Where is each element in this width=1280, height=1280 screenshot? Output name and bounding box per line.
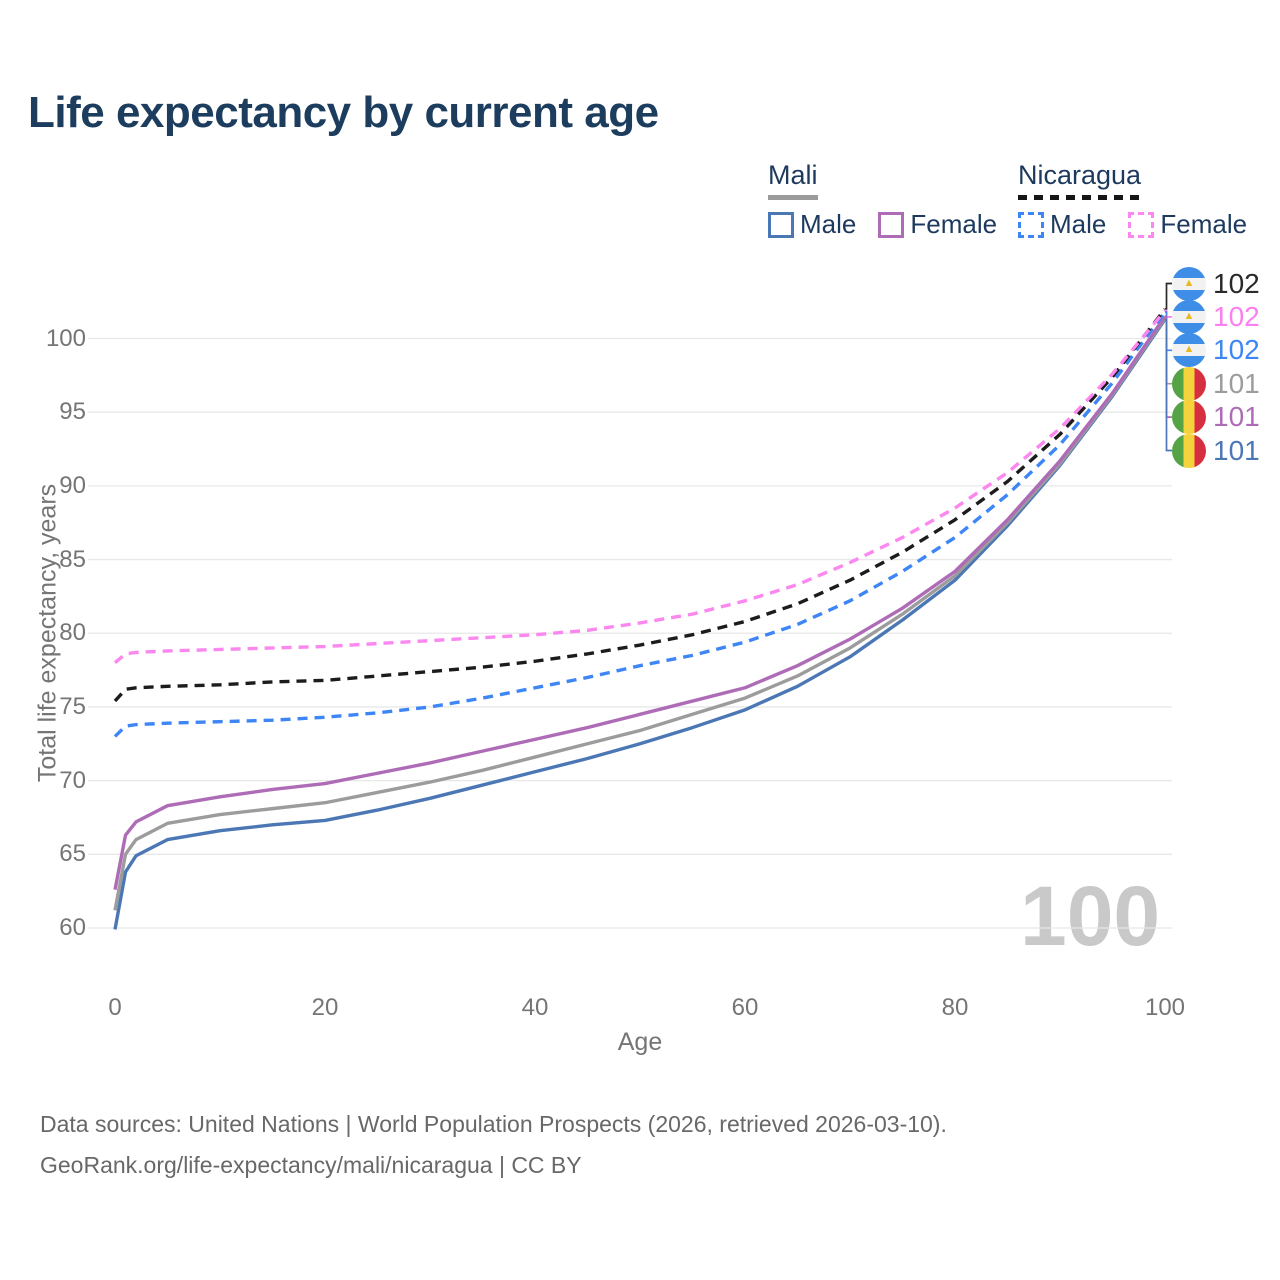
x-tick-label: 80 xyxy=(941,994,969,1021)
legend-country-mali: Mali xyxy=(768,160,818,190)
y-tick-label: 60 xyxy=(59,914,86,941)
series-line-mali_female[interactable] xyxy=(113,315,1167,891)
page-title: Life expectancy by current age xyxy=(28,88,659,137)
y-tick-label: 80 xyxy=(59,619,86,647)
x-axis-title: Age xyxy=(617,1028,663,1056)
nicaragua-female-swatch-icon xyxy=(1128,211,1155,238)
end-value: 101 xyxy=(1213,367,1260,399)
y-tick-label: 85 xyxy=(59,545,86,573)
end-label-nicaragua-female: ▲ 102 xyxy=(1172,299,1260,334)
nicaragua-flag-icon: ▲ xyxy=(1172,266,1206,301)
legend-item-nicaragua-male[interactable]: Male xyxy=(1018,209,1106,240)
footer-attribution: GeoRank.org/life-expectancy/mali/nicarag… xyxy=(40,1152,582,1178)
series-line-mali_total[interactable] xyxy=(113,316,1167,911)
legend-group-nicaragua: Nicaragua Male Female xyxy=(1018,160,1247,240)
nicaragua-emblem-icon: ▲ xyxy=(1183,309,1195,322)
footer-data-sources: Data sources: United Nations | World Pop… xyxy=(40,1111,947,1137)
series-line-nicaragua_female[interactable] xyxy=(113,309,1167,665)
x-tick-label: 100 xyxy=(1144,994,1186,1021)
mali-flag-icon xyxy=(1172,366,1206,401)
nicaragua-dashed-line-swatch xyxy=(1018,195,1140,200)
end-label-nicaragua-male: ▲ 102 xyxy=(1172,333,1260,368)
y-tick-label: 70 xyxy=(59,766,86,794)
x-tick-label: 20 xyxy=(311,994,339,1021)
y-tick-label: 90 xyxy=(59,471,86,499)
legend-country-nicaragua: Nicaragua xyxy=(1018,160,1142,190)
legend-item-mali-female[interactable]: Female xyxy=(878,209,997,240)
end-label-mali-male: 101 xyxy=(1172,433,1260,468)
x-tick-label: 40 xyxy=(521,994,549,1021)
y-tick-label: 75 xyxy=(59,692,86,720)
legend-label: Female xyxy=(1160,209,1248,239)
legend-label: Male xyxy=(1050,209,1107,239)
y-tick-label: 65 xyxy=(59,840,86,868)
end-value: 102 xyxy=(1213,300,1260,332)
age-watermark: 100 xyxy=(1020,869,1161,963)
end-label-connector xyxy=(1165,318,1172,452)
mali-male-swatch-icon xyxy=(768,211,794,238)
end-label-mali-total: 101 xyxy=(1172,366,1260,401)
legend-item-mali-male[interactable]: Male xyxy=(768,209,856,240)
mali-flag-icon xyxy=(1172,433,1206,468)
end-value: 102 xyxy=(1213,334,1260,366)
footer: Data sources: United Nations | World Pop… xyxy=(40,1104,947,1186)
legend-label: Male xyxy=(800,209,857,239)
mali-solid-line-swatch xyxy=(768,195,818,200)
series-line-nicaragua_total[interactable] xyxy=(113,307,1167,703)
x-tick-label: 0 xyxy=(108,994,122,1021)
y-tick-label: 100 xyxy=(45,324,86,352)
end-value: 101 xyxy=(1213,434,1260,466)
x-tick-label: 60 xyxy=(731,994,759,1021)
legend-group-mali: Mali Male Female xyxy=(768,160,997,240)
mali-flag-icon xyxy=(1172,400,1206,435)
legend-label: Female xyxy=(910,209,998,239)
nicaragua-emblem-icon: ▲ xyxy=(1183,343,1195,356)
end-value: 101 xyxy=(1213,401,1260,433)
end-label-nicaragua-total: ▲ 102 xyxy=(1172,266,1260,301)
legend-item-nicaragua-female[interactable]: Female xyxy=(1128,209,1247,240)
nicaragua-emblem-icon: ▲ xyxy=(1183,276,1195,289)
end-label-connector xyxy=(1165,282,1172,310)
series-line-mali_male[interactable] xyxy=(113,318,1167,930)
nicaragua-flag-icon: ▲ xyxy=(1172,333,1206,368)
nicaragua-flag-icon: ▲ xyxy=(1172,299,1206,334)
y-tick-label: 95 xyxy=(59,398,86,426)
nicaragua-male-swatch-icon xyxy=(1018,211,1044,238)
series-line-nicaragua_male[interactable] xyxy=(113,310,1167,738)
end-value: 102 xyxy=(1213,267,1260,299)
mali-female-swatch-icon xyxy=(878,211,905,238)
end-label-mali-female: 101 xyxy=(1172,400,1260,435)
